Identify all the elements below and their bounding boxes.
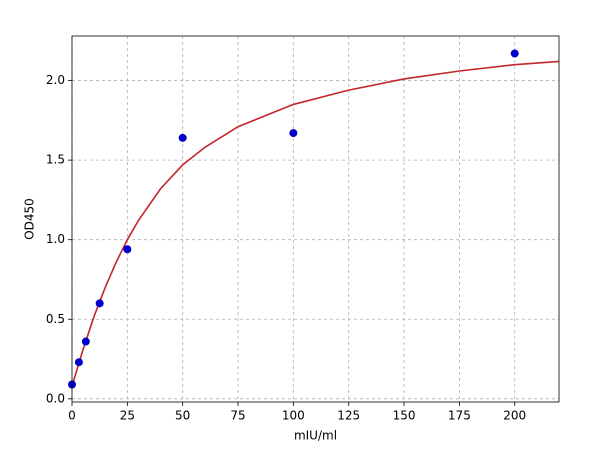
x-axis-label: mIU/ml <box>294 429 337 443</box>
data-point <box>123 245 132 254</box>
data-point <box>74 358 83 367</box>
x-tick-label: 100 <box>282 409 305 423</box>
y-axis-label: OD450 <box>23 198 37 240</box>
y-tick-label: 0.0 <box>46 391 65 405</box>
x-tick-label: 125 <box>337 409 360 423</box>
x-tick-label: 25 <box>120 409 135 423</box>
y-tick-label: 2.0 <box>46 73 65 87</box>
y-tick-label: 1.5 <box>46 153 65 167</box>
x-tick-label: 50 <box>175 409 190 423</box>
data-point <box>510 49 519 58</box>
y-tick-label: 1.0 <box>46 232 65 246</box>
fit-curve <box>71 60 560 387</box>
x-tick-label: 0 <box>68 409 76 423</box>
data-point <box>289 129 298 138</box>
plot-frame <box>71 35 560 403</box>
data-layer <box>68 49 560 389</box>
x-tick-label: 175 <box>448 409 471 423</box>
x-tick-label: 200 <box>503 409 526 423</box>
data-point <box>178 133 187 142</box>
x-tick-label: 75 <box>230 409 245 423</box>
y-tick-label: 0.5 <box>46 312 65 326</box>
data-point <box>95 299 104 308</box>
data-point <box>81 337 90 346</box>
grid-layer <box>71 36 559 402</box>
x-tick-label: 150 <box>393 409 416 423</box>
